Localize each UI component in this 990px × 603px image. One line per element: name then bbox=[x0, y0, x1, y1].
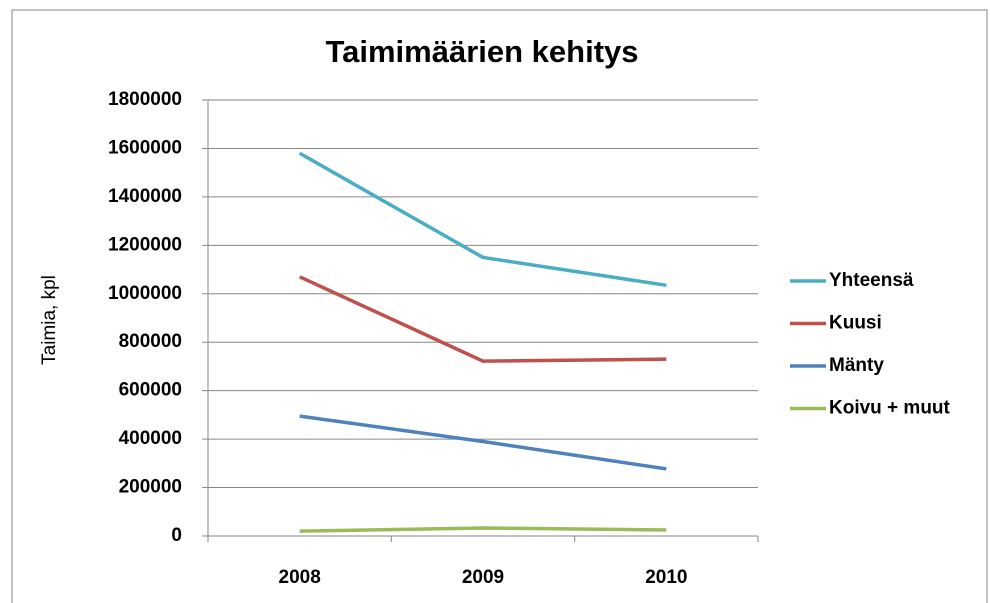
y-tick-label: 1400000 bbox=[108, 186, 182, 207]
x-tick-label: 2009 bbox=[462, 567, 504, 588]
y-tick-label: 600000 bbox=[119, 380, 182, 401]
series-line bbox=[299, 414, 667, 471]
y-tick-label: 1200000 bbox=[108, 234, 182, 255]
series-line bbox=[299, 526, 667, 533]
y-tick-label: 200000 bbox=[119, 477, 182, 498]
x-tick-label: 2008 bbox=[279, 567, 321, 588]
y-tick-label: 0 bbox=[171, 525, 182, 546]
legend-label: Koivu + muut bbox=[829, 398, 951, 419]
y-tick-label: 1800000 bbox=[108, 89, 182, 110]
legend-label: Yhteensä bbox=[829, 270, 914, 291]
chart-frame bbox=[11, 9, 988, 603]
chart-title: Taimimäärien kehitys bbox=[325, 34, 638, 69]
y-tick-label: 1000000 bbox=[108, 283, 182, 304]
y-tick-label: 800000 bbox=[119, 331, 182, 352]
y-axis-label: Taimia, kpl bbox=[39, 275, 60, 365]
legend-label: Mänty bbox=[829, 355, 884, 376]
y-tick-label: 400000 bbox=[119, 428, 182, 449]
x-tick-label: 2010 bbox=[645, 567, 687, 588]
y-tick-label: 1600000 bbox=[108, 137, 182, 158]
series-line bbox=[298, 275, 667, 363]
series-line bbox=[298, 151, 667, 288]
legend-label: Kuusi bbox=[829, 313, 882, 334]
